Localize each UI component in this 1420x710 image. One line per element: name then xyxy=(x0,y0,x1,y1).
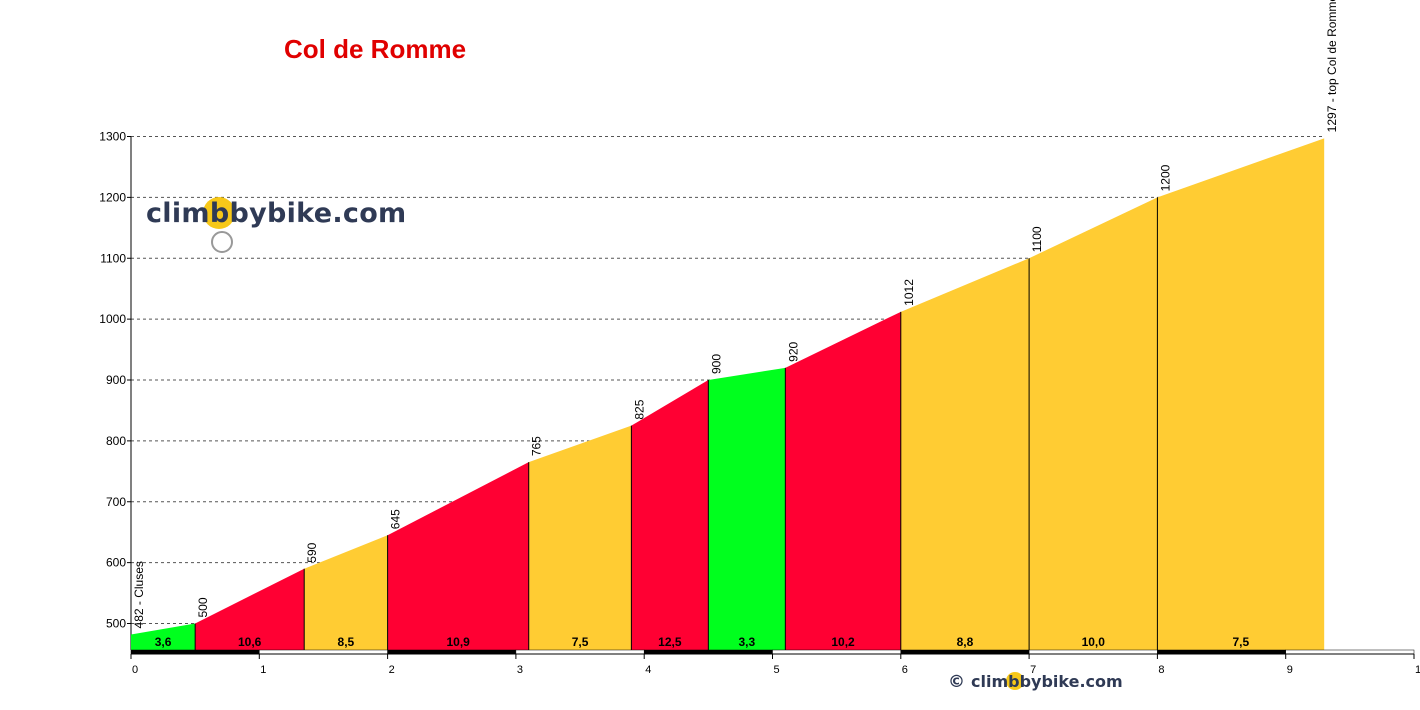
profile-segment xyxy=(1029,197,1158,650)
elevation-label: 645 xyxy=(389,509,403,529)
elevation-label: 500 xyxy=(196,597,210,617)
y-tick-label: 800 xyxy=(106,434,126,448)
logo-wheel-shape xyxy=(211,231,233,253)
profile-segment xyxy=(708,367,786,650)
logo-sun-small-shape xyxy=(1006,672,1024,690)
distance-scale-block xyxy=(1285,649,1415,655)
elevation-label: 1100 xyxy=(1030,226,1044,252)
elevation-label: 900 xyxy=(709,354,723,374)
watermark-logo-top: climbbybike.com xyxy=(146,198,407,229)
profile-segment xyxy=(631,380,709,650)
profile-segment xyxy=(1157,138,1325,651)
elevation-label: 825 xyxy=(632,399,646,419)
elevation-label: 482 - Cluses xyxy=(132,561,146,628)
gradient-label: 8,8 xyxy=(957,635,974,649)
x-tick-label: 5 xyxy=(774,664,780,676)
distance-scale-block xyxy=(387,649,517,655)
distance-scale-block xyxy=(772,649,902,655)
y-tick-label: 700 xyxy=(106,495,126,509)
profile-segment xyxy=(131,623,196,650)
watermark-logo-bottom: © climbbybike.com xyxy=(948,672,1123,692)
gradient-label: 3,3 xyxy=(738,635,755,649)
x-tick-label: 6 xyxy=(902,664,908,676)
gradient-label: 7,5 xyxy=(572,635,589,649)
x-tick-label: 8 xyxy=(1158,664,1164,676)
y-tick-label: 1100 xyxy=(100,251,126,265)
x-tick-label: 7 xyxy=(1030,664,1036,676)
gradient-label: 10,0 xyxy=(1082,635,1106,649)
x-tick-label: 1 xyxy=(260,664,266,676)
profile-segment xyxy=(304,535,388,650)
copyright-icon: © xyxy=(948,672,965,692)
gradient-label: 7,5 xyxy=(1232,635,1249,649)
profile-segment xyxy=(387,462,529,650)
cyclist-logo-icon xyxy=(203,197,235,253)
x-tick-label: 9 xyxy=(1287,664,1293,676)
distance-scale-block xyxy=(1028,649,1158,655)
elevation-label: 590 xyxy=(305,542,319,562)
gradient-label: 12,5 xyxy=(658,635,682,649)
distance-scale-block xyxy=(1157,649,1286,655)
gradient-label: 10,6 xyxy=(238,635,262,649)
x-tick-label: 2 xyxy=(389,664,395,676)
distance-scale-block xyxy=(900,649,1030,655)
profile-segment xyxy=(528,425,632,650)
x-tick-label: 0 xyxy=(132,664,138,676)
cyclist-logo-small-icon xyxy=(1006,672,1024,690)
chart-title: Col de Romme xyxy=(284,34,467,64)
profile-segment xyxy=(900,258,1030,650)
y-tick-label: 1200 xyxy=(99,190,126,204)
distance-scale-block xyxy=(643,649,773,655)
logo-sun-shape xyxy=(203,197,235,229)
y-tick-label: 1300 xyxy=(99,130,126,144)
profile-segment xyxy=(195,568,305,650)
profile-segment xyxy=(785,311,901,650)
y-tick-label: 500 xyxy=(106,617,126,631)
gradient-label: 10,2 xyxy=(831,635,855,649)
x-tick-label: 10 xyxy=(1415,664,1420,676)
y-tick-label: 900 xyxy=(106,373,126,387)
elevation-label: 920 xyxy=(786,341,800,361)
elevation-label: 1012 xyxy=(902,279,916,306)
x-tick-label: 4 xyxy=(645,664,651,676)
x-tick-label: 3 xyxy=(517,664,523,676)
watermark-bottom-text: climbbybike.com xyxy=(971,672,1123,691)
distance-scale-block xyxy=(130,649,260,655)
gradient-label: 10,9 xyxy=(446,635,470,649)
y-tick-label: 1000 xyxy=(99,312,126,326)
gradient-label: 3,6 xyxy=(155,635,172,649)
elevation-label: 1297 - top Col de Romme xyxy=(1325,0,1339,132)
distance-scale-block xyxy=(515,649,645,655)
distance-scale-block xyxy=(259,649,388,655)
gradient-label: 8,5 xyxy=(338,635,355,649)
y-tick-label: 600 xyxy=(106,556,126,570)
elevation-label: 1200 xyxy=(1158,164,1172,191)
elevation-label: 765 xyxy=(530,436,544,456)
